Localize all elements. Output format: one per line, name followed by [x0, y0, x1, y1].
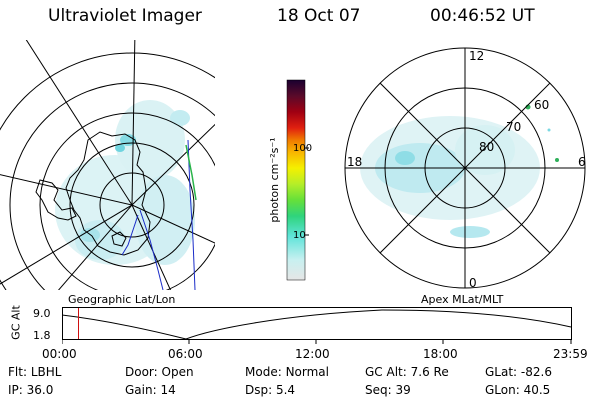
date-label: 18 Oct 07: [277, 6, 361, 26]
info-flt: Flt: LBHL: [8, 365, 62, 379]
mlt-label-6: 6: [578, 155, 586, 169]
alt-xtick-1200: 12:00: [295, 347, 330, 361]
info-glon: GLon: 40.5: [485, 383, 551, 397]
colorbar-unit-label: photon cm⁻²s⁻¹: [268, 137, 281, 222]
lat-label-70: 70: [506, 120, 521, 134]
polar-caption: Apex MLat/MLT: [421, 293, 504, 306]
info-dsp: Dsp: 5.4: [245, 383, 296, 397]
mlt-label-12: 12: [469, 49, 484, 63]
altitude-timeline: [62, 307, 572, 344]
info-seq: Seq: 39: [365, 383, 411, 397]
alt-ylabel: GC Alt: [9, 305, 23, 340]
alt-xtick-0000: 00:00: [42, 347, 77, 361]
lat-label-60: 60: [534, 98, 549, 112]
polar-mlt-lines: [345, 48, 585, 288]
instrument-title: Ultraviolet Imager: [48, 6, 202, 26]
info-door: Door: Open: [125, 365, 194, 379]
colorbar-tick-10: 10: [293, 230, 306, 241]
polar-map: 12 18 6 0 60 70 80: [344, 47, 586, 290]
info-gain: Gain: 14: [125, 383, 176, 397]
geo-terminator-line: [185, 144, 197, 201]
mlt-label-18: 18: [347, 155, 362, 169]
info-ip: IP: 36.0: [8, 383, 54, 397]
colorbar-gradient: [286, 79, 306, 281]
alt-ytick-1-8: 1.8: [33, 329, 51, 342]
alt-xtick-1800: 18:00: [423, 347, 458, 361]
alt-xtick-2359: 23:59: [553, 347, 588, 361]
colorbar-tick-100: 100: [293, 143, 312, 154]
mlt-label-0: 0: [469, 276, 477, 290]
geo-latitude-circles: [0, 52, 215, 290]
altitude-curve: [62, 309, 572, 340]
lat-label-80: 80: [479, 140, 494, 154]
polar-aurora-emission: [360, 104, 559, 238]
info-mode: Mode: Normal: [245, 365, 329, 379]
alt-xtick-0600: 06:00: [168, 347, 203, 361]
alt-ytick-9: 9.0: [33, 307, 51, 320]
info-gc-alt: GC Alt: 7.6 Re: [365, 365, 449, 379]
info-glat: GLat: -82.6: [485, 365, 552, 379]
geo-satellite-track: [121, 139, 196, 290]
geo-coastline: [35, 131, 151, 256]
alt-x-ticks: [62, 339, 572, 344]
geo-caption: Geographic Lat/Lon: [68, 293, 176, 306]
colorbar: 100 10 photon cm⁻²s⁻¹: [268, 79, 312, 281]
time-label: 00:46:52 UT: [430, 6, 535, 26]
geographic-map: [0, 40, 215, 290]
